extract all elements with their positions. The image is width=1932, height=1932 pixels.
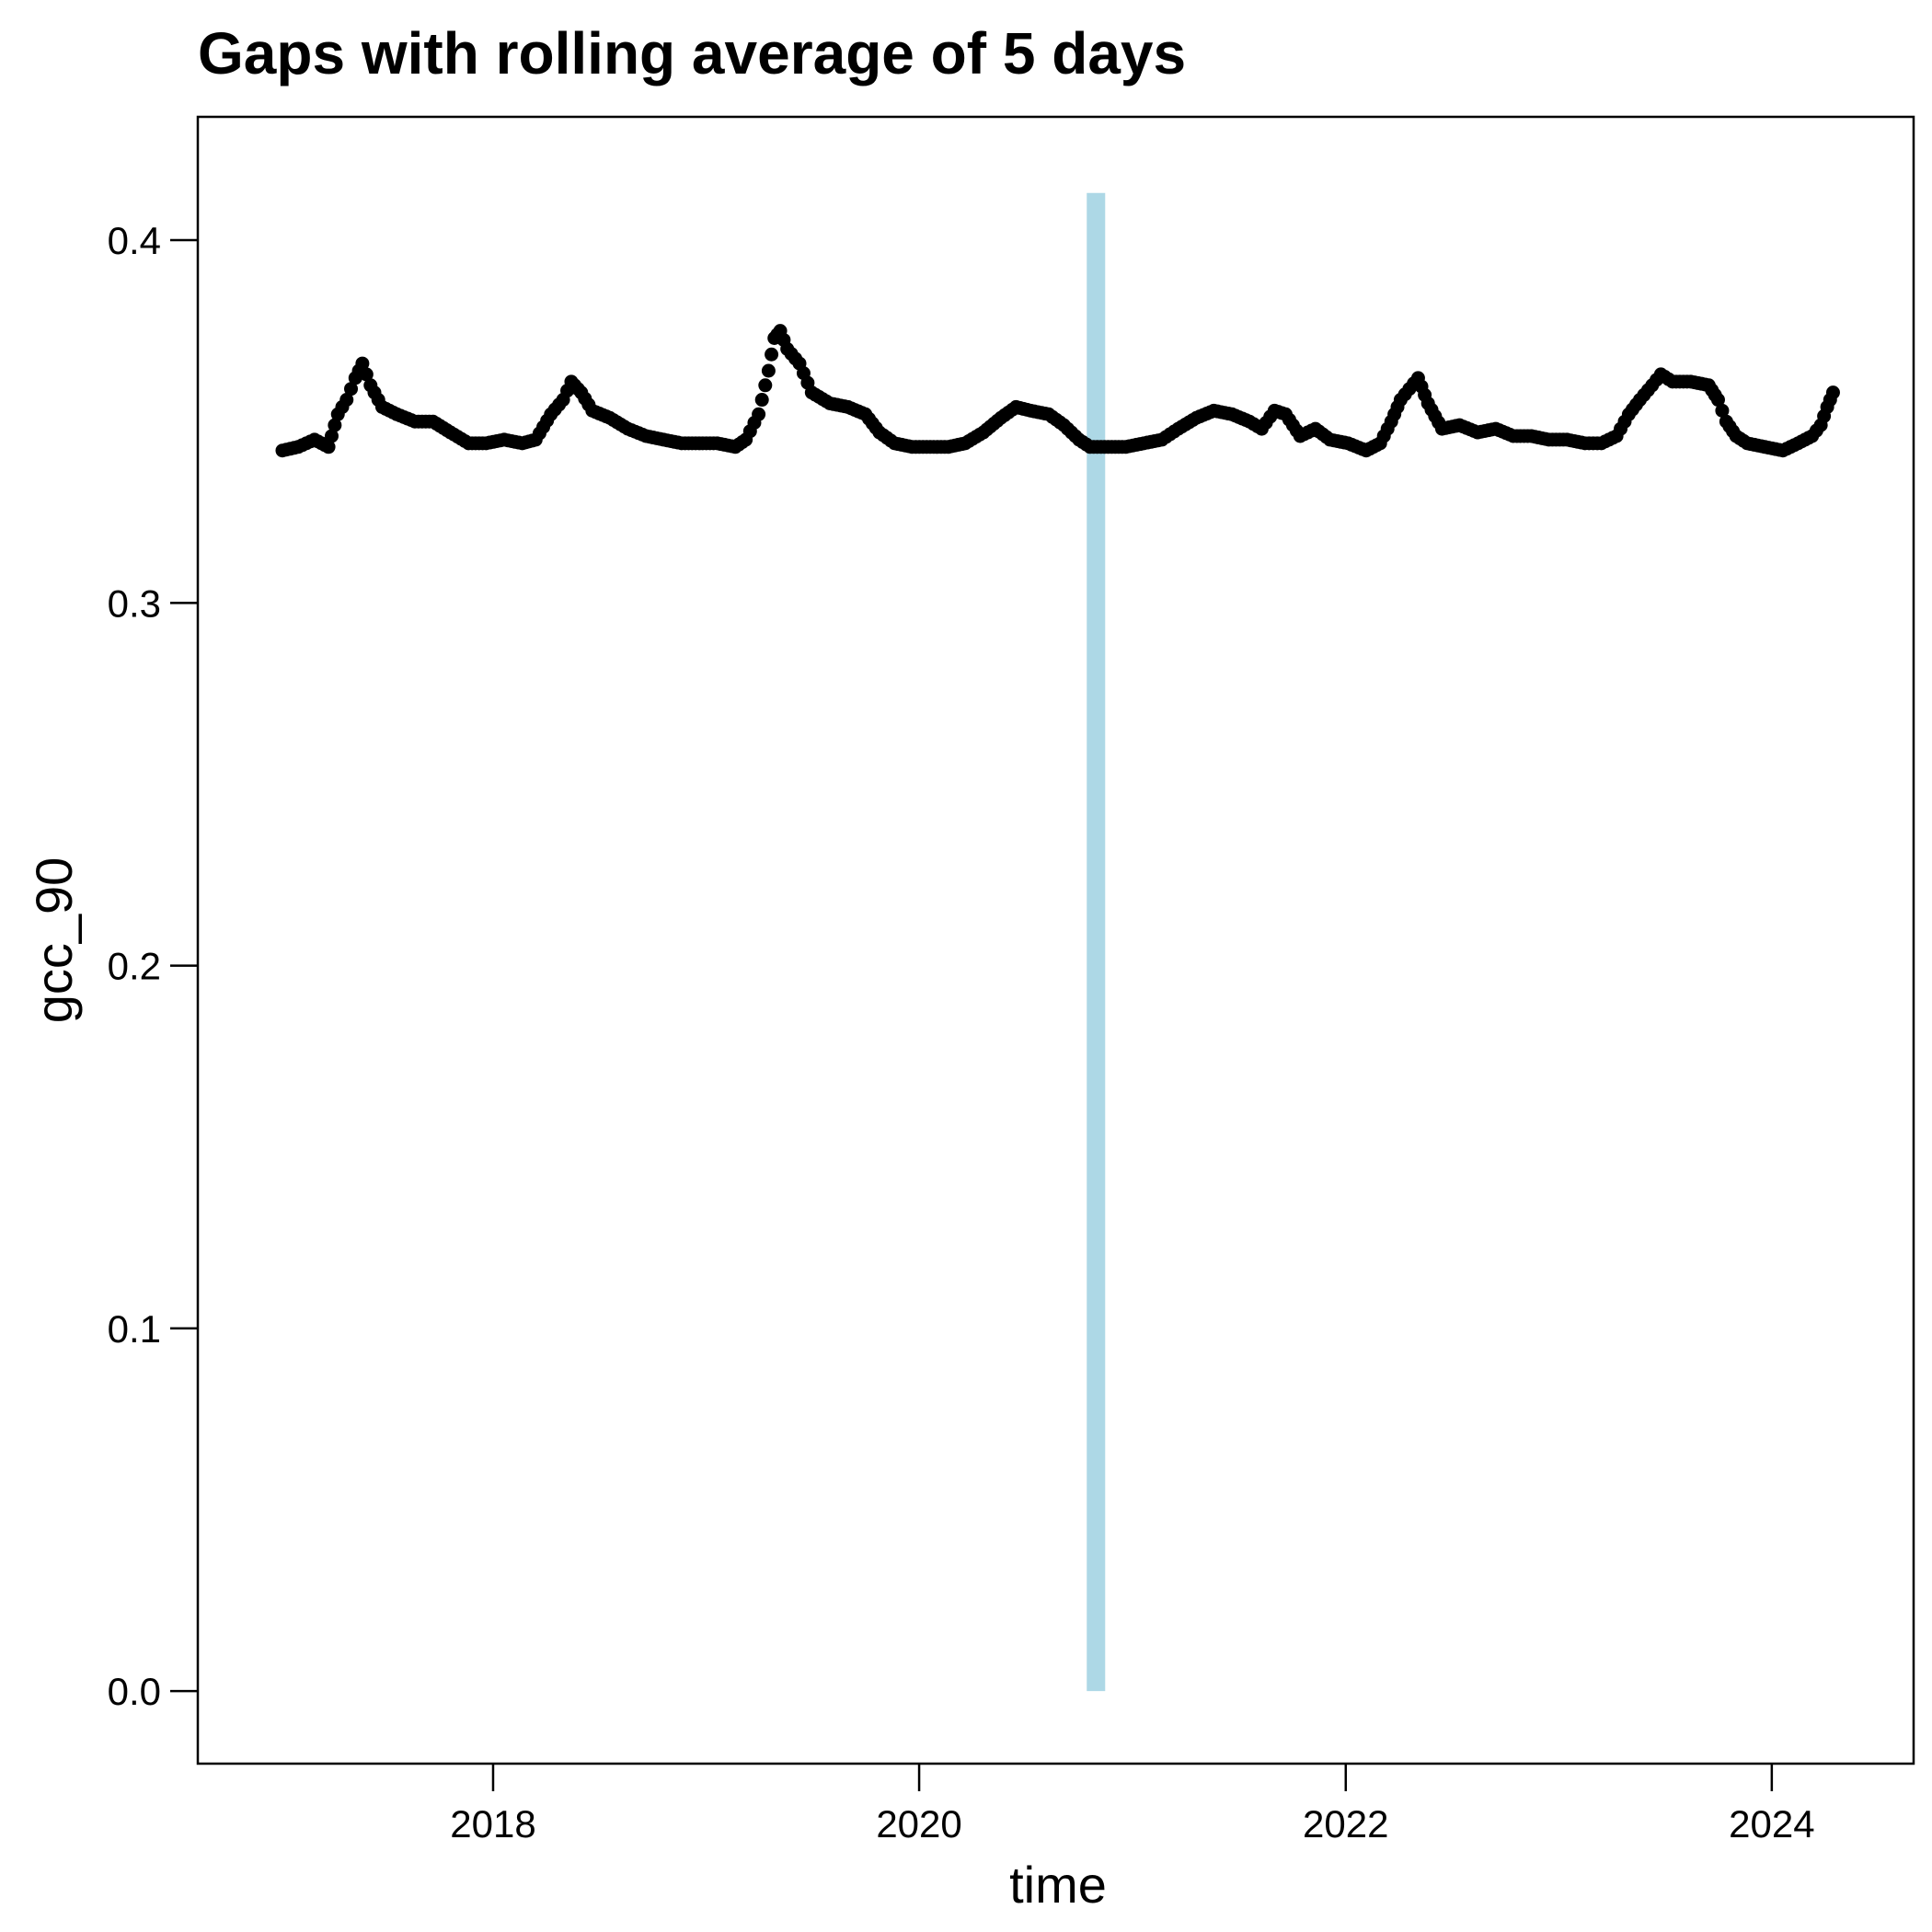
- x-tick-label-1: 2020: [876, 1802, 961, 1846]
- data-point-22: [359, 367, 374, 382]
- data-point-18: [344, 382, 359, 397]
- y-tick-label-4: 0.4: [108, 219, 161, 262]
- y-axis: 0.0 0.1 0.2 0.3 0.4: [108, 219, 198, 1713]
- data-point-133: [761, 363, 776, 378]
- data-point-17: [339, 393, 354, 408]
- x-axis-title: time: [1009, 1856, 1107, 1914]
- chart-title: Gaps with rolling average of 5 days: [198, 20, 1186, 86]
- data-point-13: [324, 429, 339, 443]
- y-tick-label-0: 0.0: [108, 1670, 161, 1713]
- data-point-425: [1825, 385, 1840, 400]
- data-point-130: [752, 407, 766, 421]
- y-tick-label-2: 0.2: [108, 945, 161, 988]
- data-point-131: [754, 393, 769, 408]
- x-tick-label-2: 2022: [1303, 1802, 1388, 1846]
- y-tick-label-3: 0.3: [108, 581, 161, 625]
- y-axis-title: gcc_90: [25, 857, 83, 1024]
- x-axis: 2018 2020 2022 2024: [450, 1764, 1815, 1846]
- data-point-12: [321, 440, 336, 454]
- data-point-134: [765, 347, 779, 362]
- x-tick-label-3: 2024: [1729, 1802, 1814, 1846]
- data-point-394: [1715, 403, 1730, 418]
- data-point-21: [355, 356, 370, 371]
- plot-area: [275, 192, 1840, 1692]
- data-point-14: [328, 418, 342, 432]
- x-tick-label-0: 2018: [450, 1802, 535, 1846]
- data-point-132: [758, 378, 773, 393]
- data-point-393: [1710, 393, 1725, 408]
- y-tick-label-1: 0.1: [108, 1307, 161, 1351]
- plot-frame: [196, 115, 1915, 1765]
